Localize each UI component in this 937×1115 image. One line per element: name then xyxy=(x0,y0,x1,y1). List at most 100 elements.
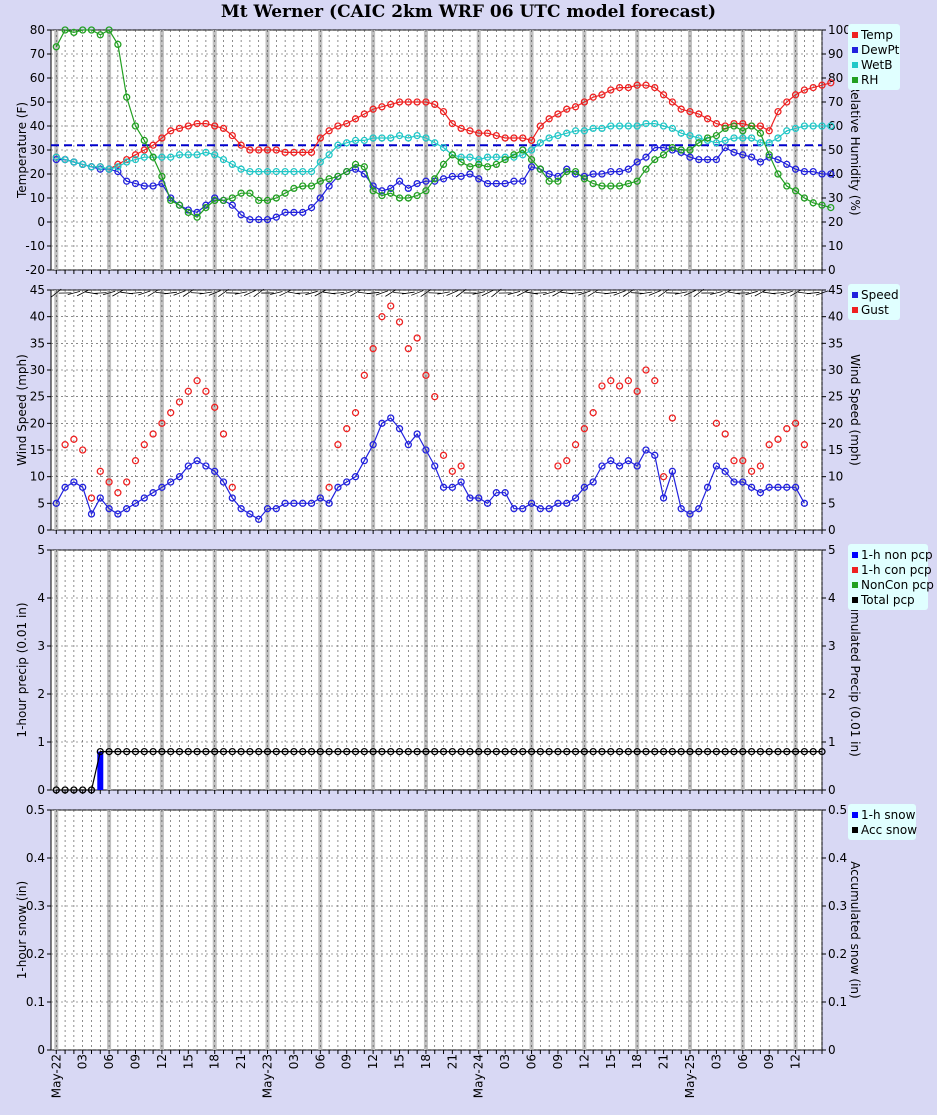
wetb-point xyxy=(519,151,527,159)
y2-tick-label: 25 xyxy=(828,390,843,404)
accumulated-precip-point xyxy=(466,747,474,756)
accumulated-precip-point xyxy=(184,747,192,756)
legend-label: NonCon pcp xyxy=(861,578,934,592)
wind-arrow xyxy=(684,290,696,296)
wind-gust-point xyxy=(589,409,597,417)
x-tick-label: 06 xyxy=(313,1054,327,1069)
y2-tick-label: 30 xyxy=(828,363,843,377)
legend-swatch xyxy=(852,32,858,38)
wind-gust-point xyxy=(158,419,166,427)
dewpt-point xyxy=(281,208,289,217)
wind-arrow xyxy=(648,290,661,296)
wind-arrow xyxy=(287,291,301,295)
y-tick-label: 30 xyxy=(30,143,45,157)
accumulated-precip-point xyxy=(79,786,87,794)
y-axis-label: Wind Speed (mph) xyxy=(15,354,29,466)
wind-gust-point xyxy=(580,425,589,433)
temp-point xyxy=(712,119,721,128)
wind-speed-point xyxy=(527,499,536,507)
wind-speed-point xyxy=(774,483,782,491)
wind-gust-point xyxy=(202,387,210,395)
wind-gust-point xyxy=(739,457,747,465)
wetb-point xyxy=(175,151,184,159)
accumulated-precip-point xyxy=(765,747,773,756)
accumulated-precip-point xyxy=(369,747,377,756)
x-tick-label: 21 xyxy=(445,1054,459,1069)
wind-arrow xyxy=(736,292,750,294)
dewpt-point xyxy=(615,167,624,176)
wetb-point xyxy=(642,119,650,128)
rh-point xyxy=(219,196,228,205)
y2-tick-label: 0.1 xyxy=(828,995,847,1009)
wind-speed-point xyxy=(510,505,518,513)
y2-tick-label: 0.5 xyxy=(828,803,847,817)
rh-point xyxy=(422,187,430,195)
y2-axis-label: Accumulated snow (in) xyxy=(848,861,862,998)
dewpt-point xyxy=(589,170,597,178)
wind-speed-point xyxy=(571,494,580,502)
wind-gust-point xyxy=(175,398,184,406)
accumulated-precip-point xyxy=(158,747,166,756)
wetb-point xyxy=(316,158,324,166)
dewpt-point xyxy=(369,182,377,190)
wind-arrow xyxy=(112,289,124,297)
wetb-point xyxy=(184,151,192,159)
wind-arrow xyxy=(507,291,521,295)
rh-point xyxy=(404,194,412,202)
wind-arrow xyxy=(806,291,820,295)
wind-speed-point xyxy=(545,505,553,513)
x-tick-label: 09 xyxy=(551,1054,565,1069)
rh-point xyxy=(492,160,500,169)
accumulated-precip-point xyxy=(695,747,703,756)
y2-axis-label: Relative Humidity (%) xyxy=(848,84,862,215)
accumulated-precip-point xyxy=(70,786,78,794)
temp-point xyxy=(818,81,826,89)
accumulated-precip-point xyxy=(598,747,606,756)
rh-point xyxy=(483,163,492,171)
accumulated-precip-point xyxy=(404,747,412,756)
rh-point xyxy=(563,167,571,176)
wetb-point xyxy=(554,131,562,140)
y-tick-label: 10 xyxy=(30,470,45,484)
temp-point xyxy=(263,146,272,154)
x-tick-label: 03 xyxy=(287,1054,301,1069)
temp-point xyxy=(519,134,527,142)
y-tick-label: 50 xyxy=(30,95,45,109)
wind-arrow xyxy=(604,291,618,295)
wind-arrow xyxy=(630,292,644,294)
wetb-point xyxy=(598,124,606,133)
y2-tick-label: 45 xyxy=(828,283,843,297)
wind-arrow xyxy=(190,292,204,294)
wind-speed-point xyxy=(378,419,386,427)
wind-arrow xyxy=(270,291,283,295)
rh-point xyxy=(369,187,377,195)
accumulated-precip-point xyxy=(123,747,131,756)
wetb-point xyxy=(827,122,835,130)
y-tick-label: 0.5 xyxy=(26,803,45,817)
rh-point xyxy=(228,194,236,202)
wetb-point xyxy=(466,153,474,161)
legend-swatch xyxy=(852,47,858,53)
dewpt-point xyxy=(448,172,456,181)
accumulated-precip-point xyxy=(774,747,782,756)
wind-speed-point xyxy=(290,499,298,507)
accumulated-precip-point xyxy=(554,747,562,756)
dewpt-point xyxy=(193,208,201,217)
wind-arrow xyxy=(780,290,793,296)
wetb-point xyxy=(739,134,747,142)
wind-speed-point xyxy=(105,505,113,513)
wind-gust-point xyxy=(123,478,131,486)
wetb-point xyxy=(747,134,756,142)
accumulated-precip-point xyxy=(202,747,210,756)
rh-point xyxy=(695,139,703,147)
accumulated-precip-point xyxy=(255,747,263,756)
legend-label: 1-h con pcp xyxy=(861,563,932,577)
rh-point xyxy=(325,175,333,183)
accumulated-precip-point xyxy=(131,747,140,756)
wind-gust-point xyxy=(712,419,721,427)
dewpt-point xyxy=(739,151,747,159)
accumulated-precip-point xyxy=(783,747,791,756)
wind-gust-point xyxy=(554,462,562,470)
wind-speed-point xyxy=(404,441,412,449)
